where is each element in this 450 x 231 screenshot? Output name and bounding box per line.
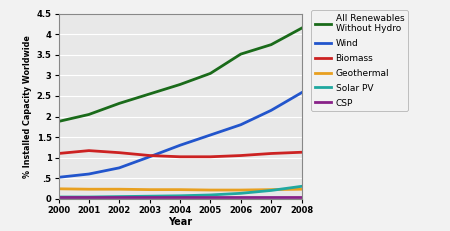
Solar PV: [177, 195, 183, 197]
Solar PV: [208, 194, 213, 196]
Geothermal: [147, 188, 152, 191]
CSP: [86, 196, 92, 199]
All Renewables
Without Hydro: [147, 93, 152, 95]
Biomass: [86, 149, 92, 152]
Geothermal: [117, 188, 122, 191]
CSP: [268, 196, 274, 199]
All Renewables
Without Hydro: [56, 120, 61, 123]
X-axis label: Year: Year: [168, 217, 192, 227]
Line: Wind: Wind: [58, 93, 302, 177]
All Renewables
Without Hydro: [177, 83, 183, 86]
Geothermal: [56, 187, 61, 190]
All Renewables
Without Hydro: [238, 53, 243, 55]
All Renewables
Without Hydro: [117, 102, 122, 105]
Geothermal: [238, 189, 243, 191]
Solar PV: [56, 196, 61, 198]
Line: Solar PV: Solar PV: [58, 186, 302, 197]
Solar PV: [238, 192, 243, 195]
Biomass: [299, 151, 304, 154]
Biomass: [268, 152, 274, 155]
Line: Biomass: Biomass: [58, 151, 302, 157]
CSP: [299, 196, 304, 199]
Wind: [208, 134, 213, 136]
Geothermal: [299, 188, 304, 191]
CSP: [177, 196, 183, 199]
All Renewables
Without Hydro: [208, 72, 213, 75]
Geothermal: [268, 188, 274, 191]
Biomass: [56, 152, 61, 155]
Y-axis label: % Installed Capacity Worldwide: % Installed Capacity Worldwide: [23, 35, 32, 178]
All Renewables
Without Hydro: [268, 43, 274, 46]
Solar PV: [86, 196, 92, 198]
All Renewables
Without Hydro: [299, 27, 304, 30]
Solar PV: [299, 185, 304, 188]
CSP: [147, 196, 152, 199]
Biomass: [147, 154, 152, 157]
Geothermal: [177, 188, 183, 191]
CSP: [238, 196, 243, 199]
Wind: [177, 144, 183, 147]
Line: Geothermal: Geothermal: [58, 189, 302, 190]
Wind: [299, 91, 304, 94]
Biomass: [177, 155, 183, 158]
Biomass: [117, 151, 122, 154]
Biomass: [238, 154, 243, 157]
Geothermal: [208, 189, 213, 191]
Wind: [117, 167, 122, 169]
CSP: [208, 196, 213, 199]
Wind: [147, 155, 152, 158]
Biomass: [208, 155, 213, 158]
Solar PV: [117, 195, 122, 198]
Geothermal: [86, 188, 92, 191]
Line: All Renewables
Without Hydro: All Renewables Without Hydro: [58, 28, 302, 122]
Wind: [56, 176, 61, 179]
Legend: All Renewables
Without Hydro, Wind, Biomass, Geothermal, Solar PV, CSP: All Renewables Without Hydro, Wind, Biom…: [311, 10, 408, 111]
Wind: [86, 173, 92, 175]
All Renewables
Without Hydro: [86, 113, 92, 116]
Wind: [268, 109, 274, 112]
CSP: [56, 196, 61, 199]
CSP: [117, 196, 122, 199]
Wind: [238, 123, 243, 126]
Solar PV: [268, 189, 274, 192]
Solar PV: [147, 195, 152, 198]
